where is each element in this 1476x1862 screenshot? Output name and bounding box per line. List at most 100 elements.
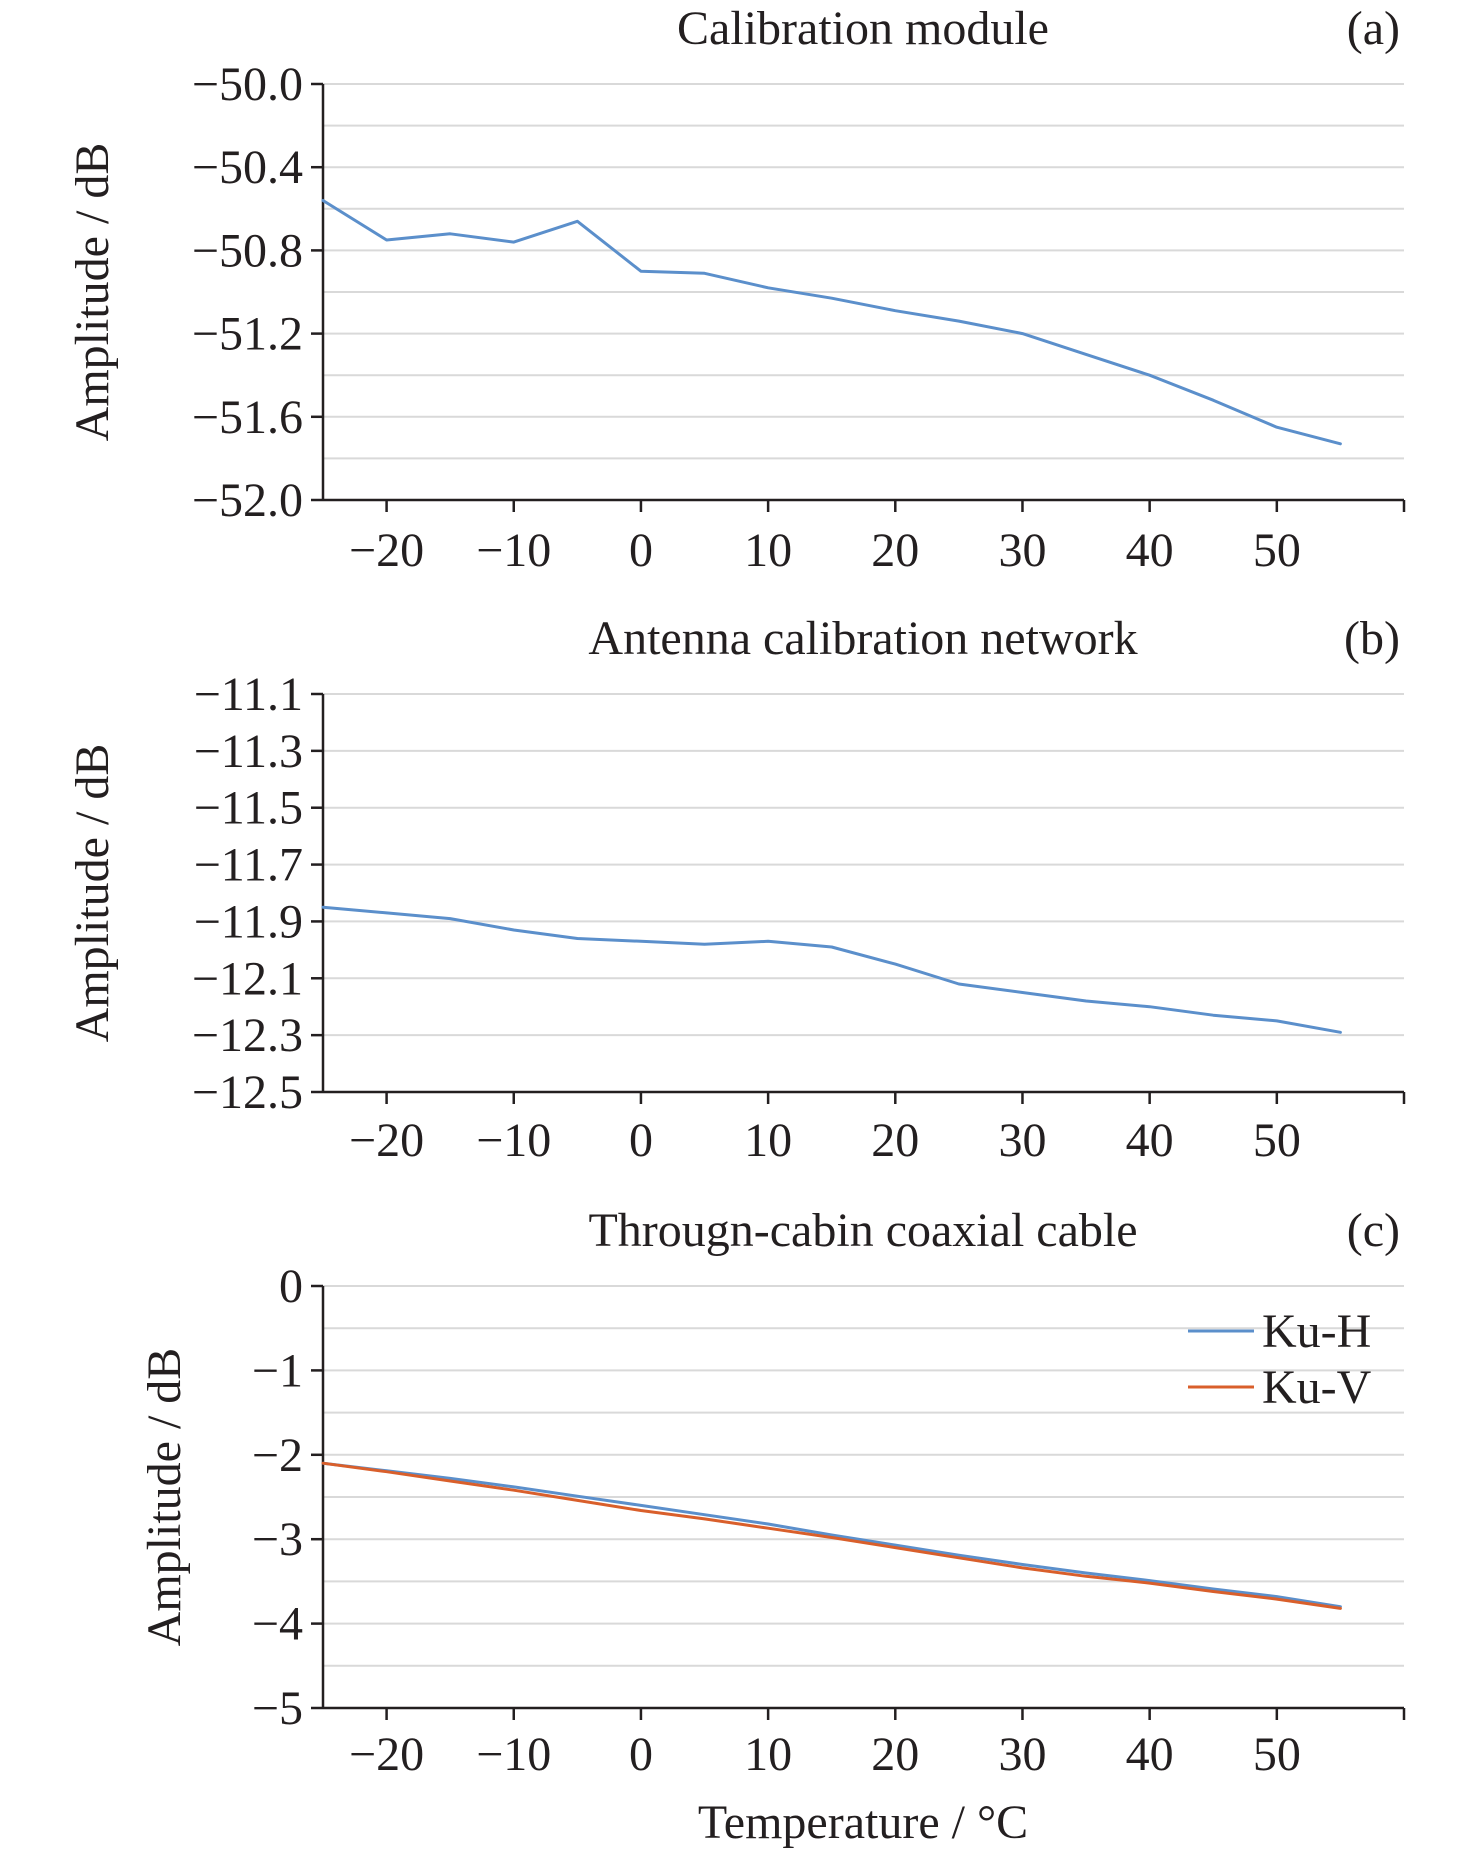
data-point xyxy=(957,982,961,986)
data-point xyxy=(512,1489,515,1492)
data-point xyxy=(639,940,643,943)
x-tick-label: 30 xyxy=(998,524,1046,577)
y-tick-label: −51.6 xyxy=(192,391,303,444)
data-point xyxy=(894,309,897,312)
y-tick-label: −11.7 xyxy=(194,839,303,892)
x-tick-label: −20 xyxy=(349,1114,424,1167)
y-tick-label: −11.5 xyxy=(194,782,303,835)
data-point xyxy=(576,1494,579,1498)
y-tick-label: −52.0 xyxy=(192,474,303,527)
data-point xyxy=(1084,1575,1088,1578)
data-point xyxy=(385,1470,388,1473)
data-point xyxy=(894,1546,897,1549)
y-tick-label: −50.0 xyxy=(192,58,303,111)
chart-title: Calibration module xyxy=(677,2,1049,55)
chart-panel-b: −11.1−11.3−11.5−11.7−11.9−12.1−12.3−12.5… xyxy=(66,612,1406,1167)
data-point xyxy=(703,272,706,275)
legend-label: Ku-V xyxy=(1262,1361,1372,1414)
data-point xyxy=(1212,1587,1215,1591)
x-tick-label: 10 xyxy=(744,1728,792,1781)
data-point xyxy=(957,1554,961,1557)
data-point xyxy=(703,942,706,946)
y-tick-label: −2 xyxy=(252,1429,303,1482)
data-point xyxy=(448,232,452,235)
x-tick-label: 0 xyxy=(629,524,653,577)
data-point xyxy=(1212,398,1215,402)
x-tick-label: 20 xyxy=(871,1728,919,1781)
y-tick-label: −4 xyxy=(252,1598,303,1651)
data-point xyxy=(894,962,897,966)
data-point xyxy=(1021,991,1024,994)
chart-title: Througn-cabin coaxial cable xyxy=(588,1204,1137,1257)
data-point xyxy=(1084,1571,1088,1575)
data-point xyxy=(1021,1566,1024,1570)
data-point xyxy=(639,270,643,273)
panel-tag: (c) xyxy=(1347,1204,1400,1257)
data-point xyxy=(385,911,388,915)
y-tick-label: −11.3 xyxy=(194,725,303,778)
data-point xyxy=(639,1509,643,1512)
data-point xyxy=(576,220,579,223)
data-point xyxy=(1339,1607,1342,1610)
data-point xyxy=(321,199,325,202)
y-tick-label: −50.8 xyxy=(192,224,303,277)
y-axis-label: Amplitude / dB xyxy=(66,143,119,442)
data-point xyxy=(448,1477,452,1480)
data-point xyxy=(1275,1597,1279,1601)
data-point xyxy=(1084,999,1088,1003)
data-point xyxy=(448,1479,452,1483)
chart-title: Antenna calibration network xyxy=(588,612,1137,665)
x-tick-label: 40 xyxy=(1126,1114,1174,1167)
y-tick-label: −50.4 xyxy=(192,141,303,194)
x-tick-label: 20 xyxy=(871,524,919,577)
data-point xyxy=(703,1513,706,1516)
data-point xyxy=(385,238,388,242)
x-tick-label: 30 xyxy=(998,1728,1046,1781)
y-tick-label: 0 xyxy=(279,1260,303,1313)
data-point xyxy=(1148,1005,1151,1008)
data-point xyxy=(448,917,452,920)
data-point xyxy=(1339,1031,1342,1034)
data-point xyxy=(957,319,961,323)
x-tick-label: 0 xyxy=(629,1728,653,1781)
legend-label: Ku-H xyxy=(1262,1305,1371,1358)
y-tick-label: −12.1 xyxy=(192,952,303,1005)
x-tick-label: 50 xyxy=(1253,1728,1301,1781)
data-point xyxy=(703,1517,706,1521)
data-point xyxy=(321,1462,325,1465)
chart-panel-c: 0 −1 −2 −3 −4 −5 −20 −10 0 10 20 30 40 50 Througn-cabi… xyxy=(138,1204,1406,1849)
x-tick-label: 40 xyxy=(1126,1728,1174,1781)
x-tick-label: −20 xyxy=(349,524,424,577)
chart-panel-a: −50.0 −50.4 −50.8 −51.2 −51.6 −52.0 −20 −10 0 10 2… xyxy=(66,2,1406,577)
x-tick-label: 50 xyxy=(1253,1114,1301,1167)
data-point xyxy=(321,906,325,909)
panel-tag: (b) xyxy=(1344,612,1400,665)
x-axis-label: Temperature / °C xyxy=(698,1796,1028,1849)
y-tick-label: −11.1 xyxy=(194,668,303,721)
data-point xyxy=(576,937,579,940)
data-point xyxy=(576,1499,579,1502)
y-axis-label: Amplitude / dB xyxy=(66,744,119,1043)
data-point xyxy=(1212,1590,1215,1593)
data-point xyxy=(1148,374,1151,377)
y-tick-label: −5 xyxy=(252,1682,303,1735)
x-tick-label: −10 xyxy=(476,524,551,577)
y-tick-label: −11.9 xyxy=(194,895,303,948)
data-point xyxy=(1339,442,1342,446)
data-point xyxy=(1084,353,1088,356)
series-line xyxy=(321,199,1342,446)
data-point xyxy=(1212,1014,1215,1017)
x-tick-label: 10 xyxy=(744,1114,792,1167)
data-point xyxy=(830,945,833,949)
data-point xyxy=(1148,1581,1151,1585)
x-tick-label: −10 xyxy=(476,1114,551,1167)
data-point xyxy=(512,1485,515,1489)
data-point xyxy=(766,1527,770,1530)
data-point xyxy=(766,286,770,290)
data-point xyxy=(830,297,833,300)
data-point xyxy=(830,1536,833,1539)
data-point xyxy=(1275,426,1279,429)
data-point xyxy=(1275,1019,1279,1023)
x-tick-label: 30 xyxy=(998,1114,1046,1167)
